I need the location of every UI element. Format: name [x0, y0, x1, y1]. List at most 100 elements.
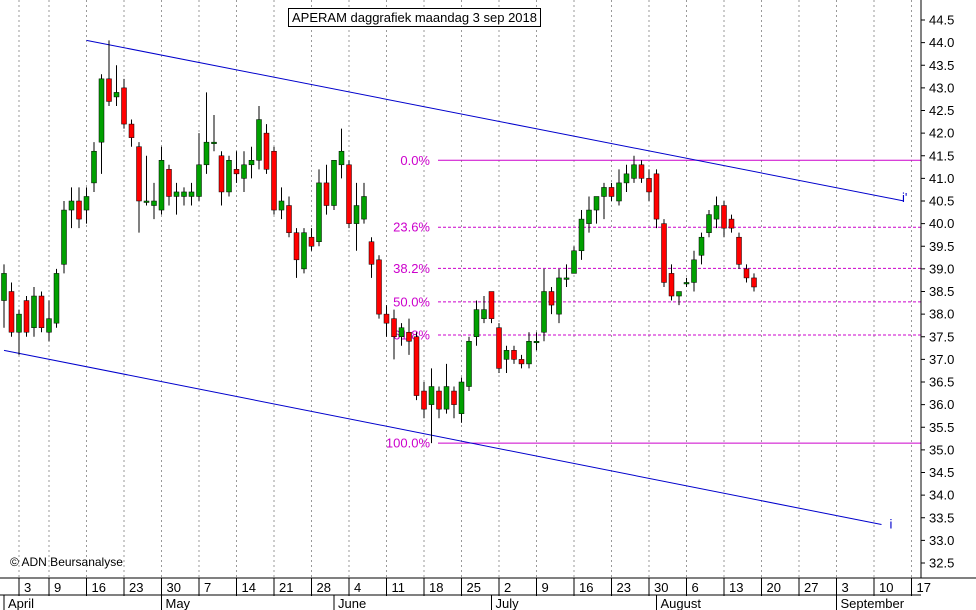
candle-body [316, 182, 322, 242]
candle-body [46, 318, 52, 333]
month-label: August [661, 596, 702, 610]
candle-body [436, 390, 442, 410]
x-tick-label: 9 [542, 580, 549, 595]
candle-body [541, 291, 547, 333]
y-tick-label: 34.0 [929, 488, 954, 503]
candle [473, 300, 480, 346]
candle [256, 105, 262, 170]
candle [466, 336, 472, 392]
x-tick-label: 6 [692, 580, 699, 595]
candle-body [113, 92, 120, 98]
y-tick-label: 36.5 [929, 375, 954, 390]
x-tick-label: 16 [579, 580, 593, 595]
candle-body [631, 164, 637, 179]
candle [226, 155, 232, 197]
x-tick-label: 7 [204, 580, 211, 595]
candle [338, 128, 345, 179]
candle [128, 119, 135, 147]
candle [76, 187, 82, 229]
candle [443, 363, 450, 414]
candle-body [353, 205, 360, 224]
x-tick-label: 25 [467, 580, 481, 595]
x-tick-label: 17 [917, 580, 931, 595]
candle-body [706, 214, 712, 233]
candle [323, 164, 330, 215]
candle [586, 196, 592, 233]
candle [83, 187, 90, 224]
candle [571, 246, 577, 274]
candle-body [173, 191, 180, 197]
candle-body [451, 390, 457, 405]
candle [661, 219, 667, 287]
y-tick-label: 32.5 [929, 556, 954, 571]
candle-body [751, 277, 757, 288]
y-tick-label: 36.0 [929, 397, 954, 412]
candle [181, 187, 187, 206]
candle [271, 146, 277, 215]
candle-body [61, 209, 67, 265]
y-tick-label: 42.5 [929, 103, 954, 118]
x-tick-label: 16 [92, 580, 106, 595]
candle [383, 305, 390, 337]
candle [233, 151, 240, 183]
candle-body [728, 218, 735, 229]
candle [601, 182, 607, 220]
chart-title: APERAM daggrafiek maandag 3 sep 2018 [288, 8, 541, 27]
candle [241, 151, 247, 192]
candle-body [586, 209, 592, 224]
candle [293, 228, 300, 278]
fib-level-label: 38.2% [393, 261, 430, 276]
candle-body [533, 341, 540, 344]
candle-body [548, 291, 555, 306]
y-tick-label: 41.5 [929, 148, 954, 163]
candle [698, 232, 705, 265]
candle-body [661, 223, 667, 283]
y-tick-label: 35.0 [929, 442, 954, 457]
candle [166, 164, 172, 206]
grid-layer [18, 0, 912, 578]
candle [286, 196, 292, 238]
candle [158, 146, 165, 215]
y-tick-label: 33.0 [929, 533, 954, 548]
fib-level-label: 0.0% [400, 153, 430, 168]
candle [556, 268, 562, 324]
candle-body [646, 178, 652, 193]
fib-level-label: 23.6% [393, 220, 430, 235]
candle-body [496, 327, 502, 369]
candle [316, 169, 322, 247]
candle-body [443, 386, 450, 410]
candle-body [16, 313, 22, 333]
candle-body [98, 78, 105, 143]
candle-body [38, 295, 45, 328]
candle-body [481, 309, 487, 319]
candle-body [53, 273, 60, 324]
candle-body [293, 232, 300, 261]
candle [496, 323, 502, 373]
trend-channel: i' i [3, 39, 907, 532]
channel-lower-line [3, 349, 882, 526]
candle-body [301, 232, 307, 270]
candle [526, 332, 532, 369]
candle-body [653, 173, 660, 220]
candle [413, 332, 420, 401]
candle-body [676, 291, 682, 297]
candle [481, 296, 487, 324]
candle [398, 323, 405, 346]
candle-body [691, 259, 697, 283]
x-tick-label: 13 [729, 580, 743, 595]
candle [353, 182, 360, 251]
candle-body [166, 169, 172, 197]
y-tick-label: 37.5 [929, 329, 954, 344]
candle [188, 182, 195, 206]
y-tick-label: 35.5 [929, 420, 954, 435]
candle-body [503, 350, 510, 360]
candle-body [466, 341, 472, 387]
candle [713, 196, 720, 229]
y-tick-label: 41.0 [929, 171, 954, 186]
candle [518, 354, 525, 369]
candle [106, 40, 112, 106]
candle-body [713, 205, 720, 220]
y-tick-label: 39.0 [929, 261, 954, 276]
candle-body [368, 241, 375, 265]
candle-body [526, 341, 532, 365]
